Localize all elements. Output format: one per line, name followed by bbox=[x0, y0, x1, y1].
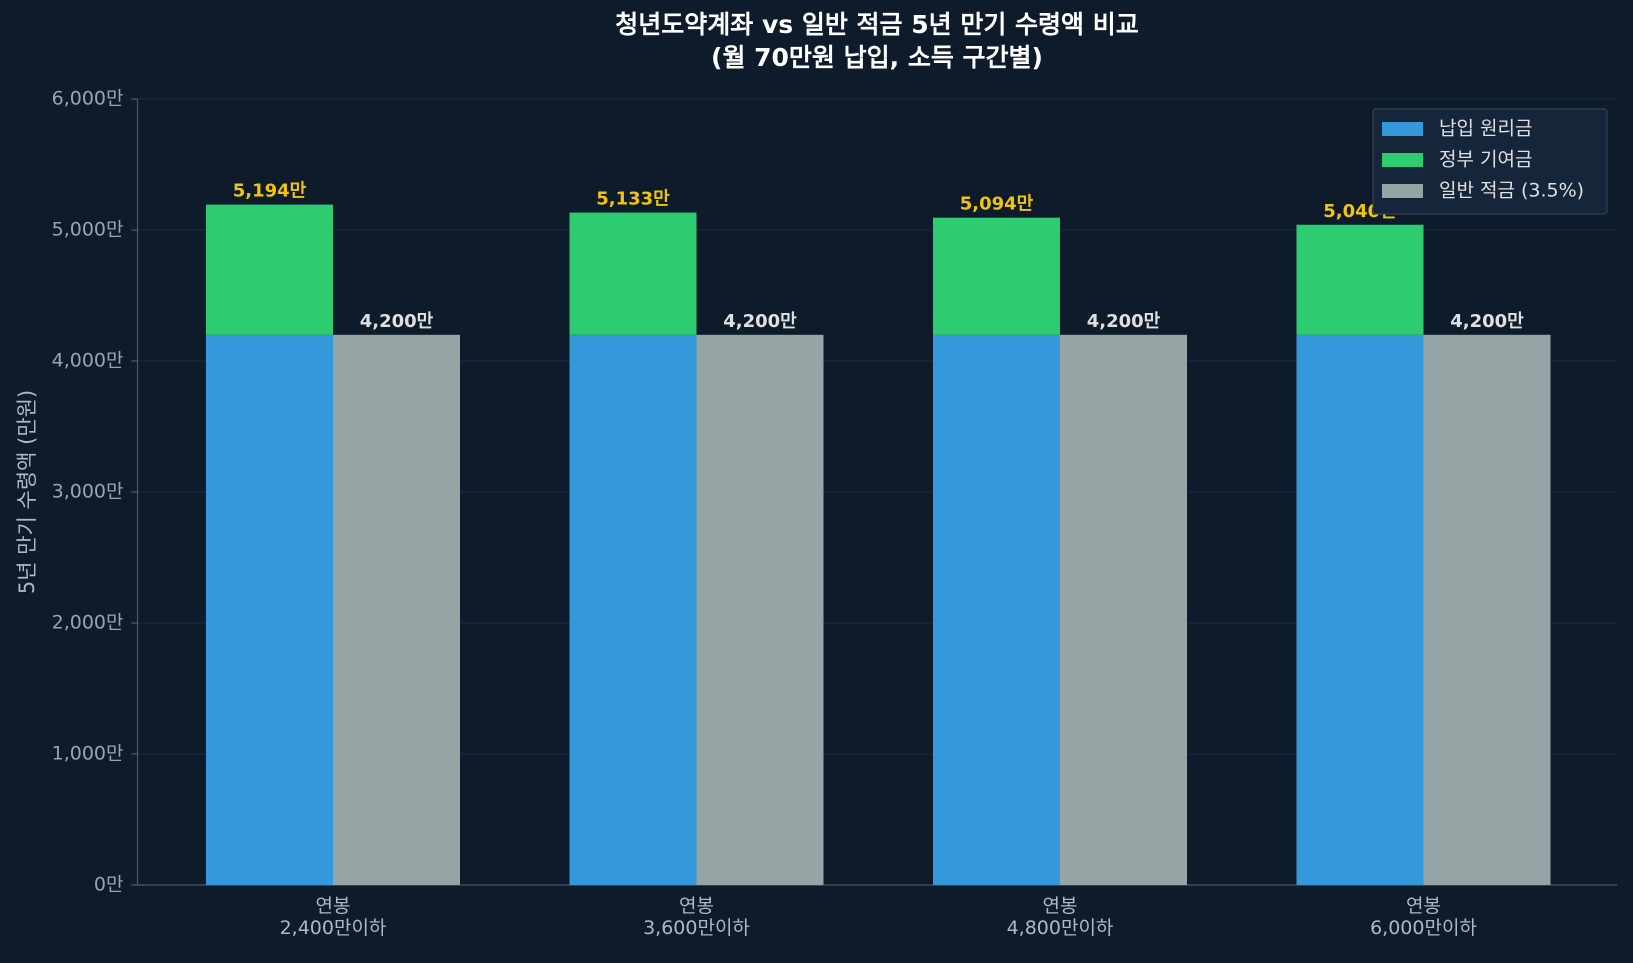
y-axis-label: 5년 만기 수령액 (만원) bbox=[15, 390, 39, 594]
chart-subtitle: (월 70만원 납입, 소득 구간별) bbox=[711, 43, 1043, 72]
legend-box bbox=[1372, 108, 1608, 215]
x-tick-label: 연봉 6,000만이하 bbox=[1370, 895, 1477, 939]
y-tick-label: 2,000만 bbox=[52, 612, 124, 634]
y-tick-label: 4,000만 bbox=[52, 350, 124, 372]
bar bbox=[206, 204, 333, 335]
y-tick-label: 6,000만 bbox=[52, 88, 124, 110]
total-label: 5,194만 bbox=[233, 181, 307, 202]
bar bbox=[1296, 334, 1424, 885]
bar bbox=[1296, 224, 1424, 335]
bar bbox=[933, 217, 1060, 335]
bar bbox=[696, 334, 824, 885]
legend-label: 납입 원리금 bbox=[1439, 118, 1532, 140]
y-tick-label: 0만 bbox=[94, 874, 124, 896]
x-tick-label: 연봉 4,800만이하 bbox=[1006, 895, 1114, 939]
value-label: 4,200만 bbox=[1087, 311, 1161, 332]
bar bbox=[569, 334, 697, 885]
chart-title: 청년도약계좌 vs 일반 적금 5년 만기 수령액 비교 bbox=[615, 10, 1139, 39]
total-label: 5,133만 bbox=[596, 189, 670, 210]
value-label: 4,200만 bbox=[723, 311, 797, 332]
y-tick-label: 3,000만 bbox=[52, 481, 124, 503]
x-tick-label: 연봉 2,400만이하 bbox=[279, 895, 387, 939]
value-label: 4,200만 bbox=[360, 311, 434, 332]
legend-label: 정부 기여금 bbox=[1439, 149, 1532, 171]
legend-label: 일반 적금 (3.5%) bbox=[1439, 180, 1584, 202]
bar bbox=[569, 212, 697, 335]
y-tick-label: 1,000만 bbox=[52, 743, 124, 765]
bar bbox=[206, 334, 333, 885]
bar bbox=[1060, 334, 1187, 885]
bar bbox=[933, 334, 1060, 885]
legend-swatch bbox=[1382, 153, 1423, 167]
value-label: 4,200만 bbox=[1450, 311, 1524, 332]
bar bbox=[1423, 334, 1551, 885]
x-tick-label: 연봉 3,600만이하 bbox=[643, 895, 750, 939]
total-label: 5,094만 bbox=[960, 194, 1034, 215]
legend-swatch bbox=[1382, 184, 1423, 198]
y-tick-label: 5,000만 bbox=[52, 219, 124, 241]
legend-swatch bbox=[1382, 122, 1423, 136]
bar bbox=[333, 334, 460, 885]
